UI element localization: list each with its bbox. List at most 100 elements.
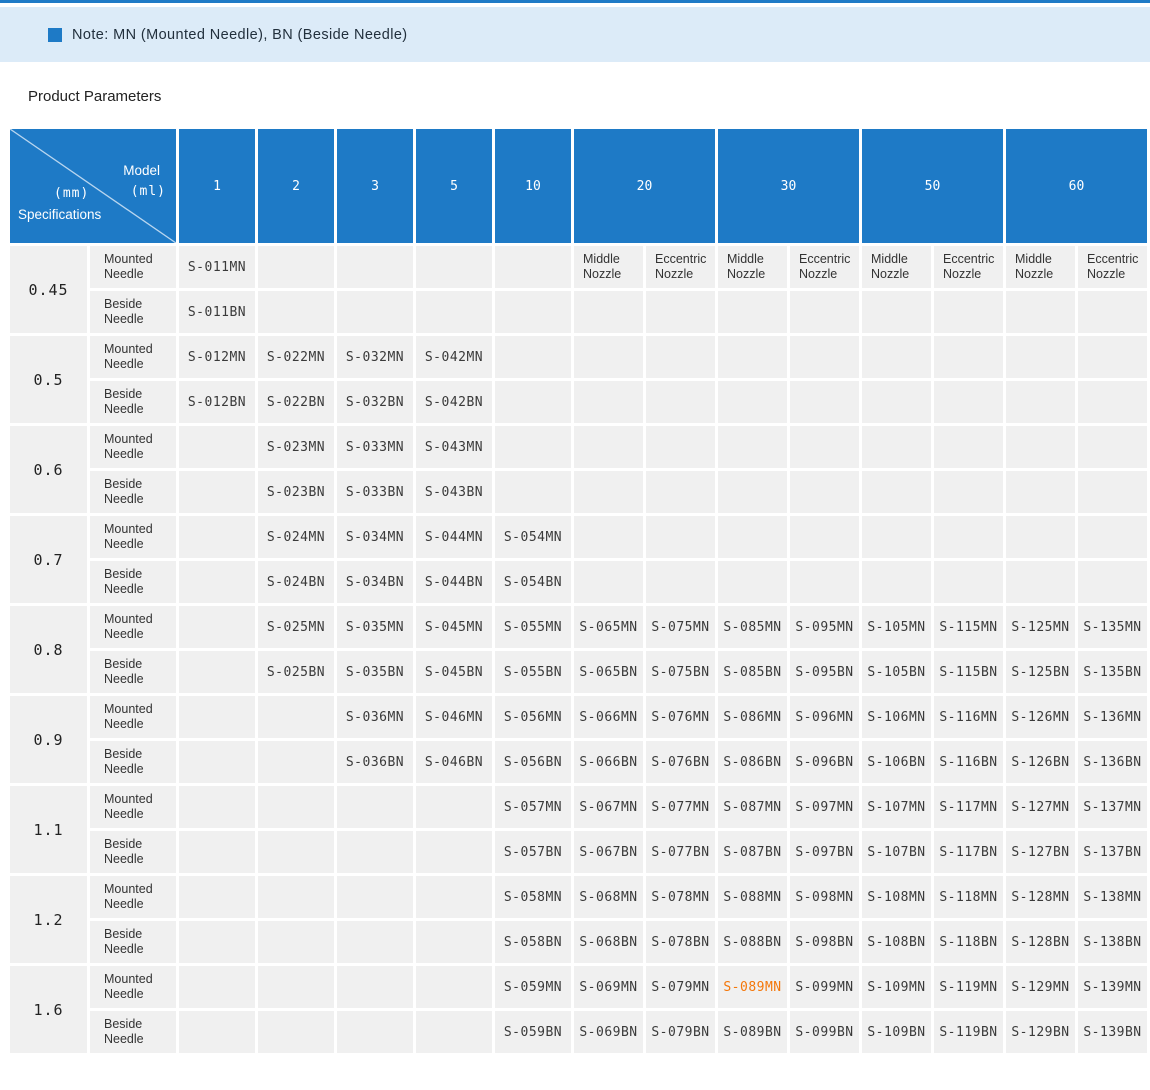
model-cell: S-066BN — [571, 738, 646, 786]
model-cell: S-065MN — [571, 603, 646, 651]
spec-cell: 1.6 — [7, 963, 90, 1056]
table-row: 1.1 Mounted Needle S-057MN S-067MN S-077MN S-… — [7, 783, 1150, 876]
model-cell — [413, 918, 495, 966]
model-cell — [787, 378, 862, 426]
model-cell — [1003, 288, 1078, 336]
model-cell — [255, 288, 337, 336]
model-cell: S-086MN — [715, 693, 790, 741]
model-cell: S-054MN — [492, 513, 574, 561]
model-cell — [643, 333, 718, 381]
model-cell: S-059BN — [492, 1008, 574, 1056]
table-row: Beside Needle S-036BN S-046BN S-056BN S-066B… — [9, 738, 1150, 786]
model-cell: S-044MN — [413, 513, 495, 561]
mounted-needle-label-cell: Mounted Needle — [87, 243, 179, 291]
model-cell: S-108MN — [859, 873, 934, 921]
model-cell: S-138BN — [1075, 918, 1150, 966]
table-row: Beside Needle S-057BN S-067BN S-077BN S-087B… — [9, 828, 1150, 876]
model-cell: S-033MN — [334, 423, 416, 471]
model-cell: S-042MN — [413, 333, 495, 381]
model-cell — [859, 378, 934, 426]
table-row: Beside Needle S-024BN S-034BN S-044BN S-054B… — [9, 558, 1150, 606]
model-cell: S-095BN — [787, 648, 862, 696]
beside-needle-label-cell: Beside Needle — [87, 468, 179, 516]
corner-mm-label: (mm) — [54, 186, 90, 201]
model-cell — [571, 288, 646, 336]
nozzle-header-cell: Eccentric Nozzle — [931, 243, 1006, 291]
model-cell — [931, 378, 1006, 426]
model-cell: S-036BN — [334, 738, 416, 786]
model-cell: S-138MN — [1075, 873, 1150, 921]
spec-cell: 0.5 — [7, 333, 90, 426]
model-cell: S-036MN — [334, 693, 416, 741]
model-cell — [176, 918, 258, 966]
model-cell: S-076MN — [643, 693, 718, 741]
model-cell: S-057BN — [492, 828, 574, 876]
model-cell: S-088MN — [715, 873, 790, 921]
model-cell: S-069BN — [571, 1008, 646, 1056]
model-cell — [1075, 423, 1150, 471]
model-cell: S-085BN — [715, 648, 790, 696]
model-cell: S-059MN — [492, 963, 574, 1011]
model-cell: S-067MN — [571, 783, 646, 831]
col-header-10: 10 — [492, 126, 574, 246]
model-cell: S-045MN — [413, 603, 495, 651]
model-cell — [1075, 333, 1150, 381]
model-cell — [643, 513, 718, 561]
model-cell: S-056MN — [492, 693, 574, 741]
model-cell: S-127MN — [1003, 783, 1078, 831]
corner-specifications-label: Specifications — [18, 207, 102, 222]
model-cell — [334, 873, 416, 921]
beside-needle-label-cell: Beside Needle — [87, 1008, 179, 1056]
model-cell: S-109BN — [859, 1008, 934, 1056]
model-cell: S-115MN — [931, 603, 1006, 651]
beside-needle-label-cell: Beside Needle — [87, 558, 179, 606]
model-cell: S-043BN — [413, 468, 495, 516]
model-cell: S-068MN — [571, 873, 646, 921]
model-cell: S-046BN — [413, 738, 495, 786]
mounted-needle-label-cell: Mounted Needle — [87, 963, 179, 1011]
table-row: Beside Needle S-059BN S-069BN S-079BN S-089B… — [9, 1008, 1150, 1056]
model-cell: S-107MN — [859, 783, 934, 831]
model-cell — [1003, 558, 1078, 606]
model-cell: S-129BN — [1003, 1008, 1078, 1056]
model-cell — [413, 873, 495, 921]
nozzle-header-cell: Middle Nozzle — [571, 243, 646, 291]
col-header-30: 30 — [715, 126, 862, 246]
model-cell — [492, 423, 574, 471]
table-row: Beside Needle S-012BN S-022BN S-032BN S-042B… — [9, 378, 1150, 426]
model-cell: S-127BN — [1003, 828, 1078, 876]
nozzle-header-cell: Middle Nozzle — [715, 243, 790, 291]
model-cell: S-034MN — [334, 513, 416, 561]
model-cell — [255, 693, 337, 741]
model-cell — [413, 243, 495, 291]
model-cell — [571, 558, 646, 606]
note-text: Note: MN (Mounted Needle), BN (Beside Ne… — [72, 26, 408, 43]
model-cell: S-097MN — [787, 783, 862, 831]
model-cell: S-023MN — [255, 423, 337, 471]
model-cell — [715, 513, 790, 561]
model-cell: S-105MN — [859, 603, 934, 651]
col-header-3: 3 — [334, 126, 416, 246]
mounted-needle-label-cell: Mounted Needle — [87, 603, 179, 651]
model-cell: S-045BN — [413, 648, 495, 696]
model-cell: S-115BN — [931, 648, 1006, 696]
model-cell: S-025MN — [255, 603, 337, 651]
model-cell — [571, 468, 646, 516]
model-cell — [255, 783, 337, 831]
model-cell: S-136BN — [1075, 738, 1150, 786]
model-cell — [176, 423, 258, 471]
model-cell — [334, 783, 416, 831]
col-header-20: 20 — [571, 126, 718, 246]
nozzle-header-cell: Eccentric Nozzle — [643, 243, 718, 291]
model-cell — [643, 423, 718, 471]
model-cell: S-076BN — [643, 738, 718, 786]
model-cell — [492, 468, 574, 516]
model-cell: S-046MN — [413, 693, 495, 741]
model-cell — [255, 738, 337, 786]
model-cell: S-089BN — [715, 1008, 790, 1056]
model-cell: S-024BN — [255, 558, 337, 606]
mounted-needle-label-cell: Mounted Needle — [87, 783, 179, 831]
model-cell: S-096BN — [787, 738, 862, 786]
model-cell: S-118BN — [931, 918, 1006, 966]
model-cell: S-012MN — [176, 333, 258, 381]
